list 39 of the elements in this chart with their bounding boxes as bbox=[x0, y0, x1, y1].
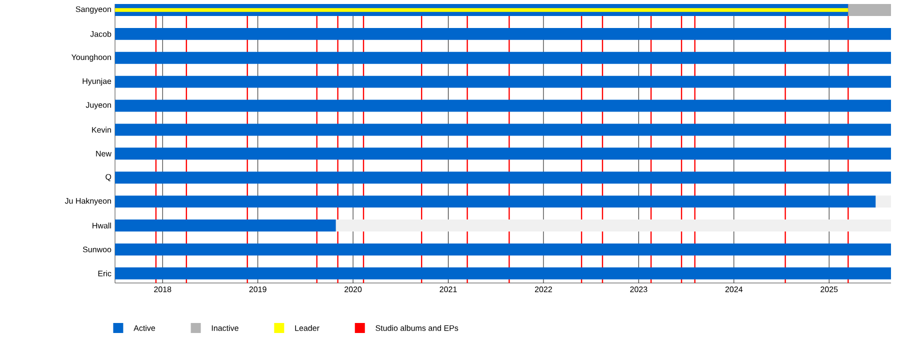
bar bbox=[115, 267, 891, 280]
x-tick-label: 2021 bbox=[440, 286, 457, 292]
y-tick-label: Q bbox=[106, 174, 112, 182]
bar bbox=[336, 220, 891, 232]
y-tick-label: Kevin bbox=[92, 126, 111, 133]
x-tick-label: 2019 bbox=[249, 286, 266, 292]
x-tick-label: 2023 bbox=[630, 286, 648, 292]
legend-label: Studio albums and EPs bbox=[376, 325, 458, 331]
y-tick-label: New bbox=[96, 150, 112, 156]
legend-label: Inactive bbox=[212, 325, 238, 331]
y-tick-label: Hyunjae bbox=[82, 78, 112, 86]
bar bbox=[115, 52, 891, 64]
x-tick-label: 2024 bbox=[725, 286, 743, 292]
y-tick-label: Juyeon bbox=[86, 102, 111, 110]
bar bbox=[115, 8, 848, 12]
x-tick-label: 2020 bbox=[344, 286, 362, 292]
x-tick-label: 2022 bbox=[534, 286, 552, 292]
y-tick-label: Ju Haknyeon bbox=[64, 198, 111, 206]
bar bbox=[115, 76, 891, 88]
y-tick-label: Younghoon bbox=[71, 54, 111, 62]
bar bbox=[115, 100, 891, 112]
bar bbox=[115, 220, 336, 232]
bar bbox=[115, 28, 891, 40]
bar bbox=[115, 124, 891, 136]
y-tick-label: Sangyeon bbox=[76, 6, 111, 14]
bar bbox=[876, 196, 891, 208]
x-tick-label: 2018 bbox=[154, 286, 172, 292]
bar bbox=[115, 196, 876, 208]
bar bbox=[115, 172, 891, 184]
x-tick-label: 2025 bbox=[820, 286, 838, 292]
bar bbox=[115, 148, 891, 160]
y-tick-label: Eric bbox=[98, 270, 112, 276]
y-tick-label: Sunwoo bbox=[82, 246, 112, 252]
bar bbox=[848, 4, 891, 16]
y-tick-label: Hwall bbox=[92, 222, 111, 228]
legend-label: Leader bbox=[295, 325, 320, 331]
y-tick-label: Jacob bbox=[90, 30, 112, 37]
legend-label: Active bbox=[134, 325, 156, 331]
bar bbox=[115, 243, 891, 256]
